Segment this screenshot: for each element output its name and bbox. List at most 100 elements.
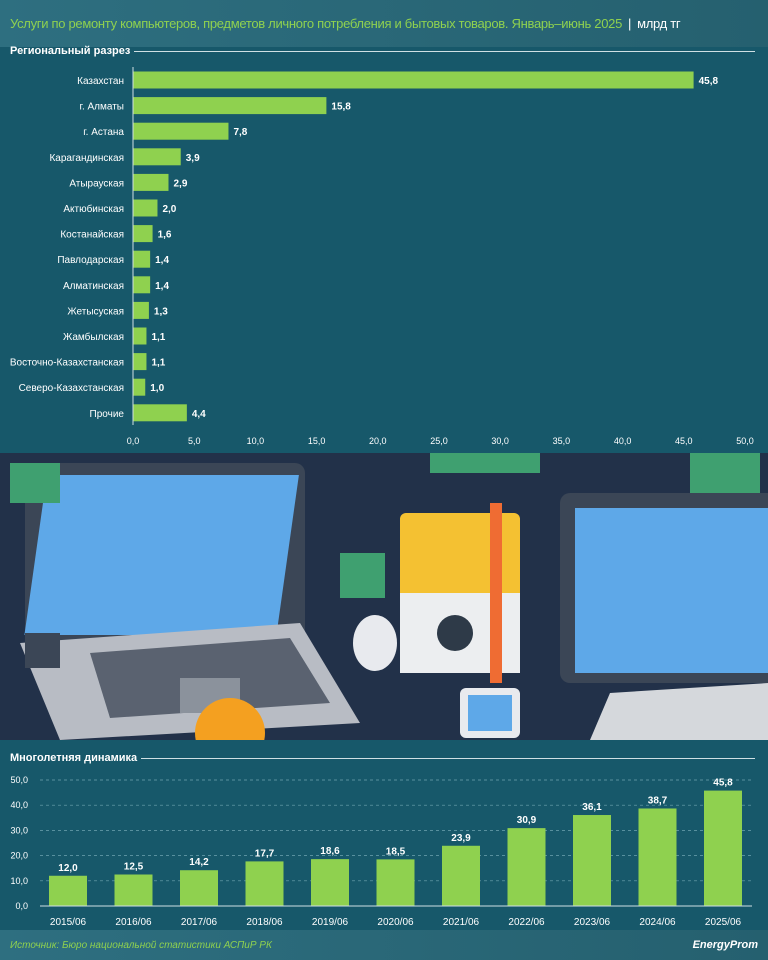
bar [133, 404, 187, 422]
bar [133, 353, 147, 371]
divider [141, 757, 755, 759]
bar [133, 173, 169, 191]
bar [245, 861, 284, 906]
section-title-dynamics: Многолетняя динамика [10, 752, 755, 764]
data-label: 1,1 [151, 358, 165, 369]
bar [573, 815, 611, 906]
separator: | [628, 16, 632, 31]
laptop-left [20, 463, 360, 740]
illustration [0, 453, 768, 768]
divider [134, 50, 755, 52]
x-tick-label: 2023/06 [574, 917, 611, 928]
data-label: 45,8 [713, 778, 733, 789]
category-label: Прочие [90, 409, 125, 420]
data-label: 18,6 [320, 846, 340, 857]
bar [133, 199, 158, 217]
bar [133, 301, 149, 319]
x-tick-label: 30,0 [491, 436, 509, 446]
data-label: 4,4 [192, 409, 206, 420]
dynamics-title: Многолетняя динамика [10, 752, 138, 764]
bar [49, 875, 87, 906]
bar [638, 808, 677, 906]
x-tick-label: 20,0 [369, 436, 387, 446]
data-label: 23,9 [451, 833, 471, 844]
data-label: 12,5 [124, 862, 144, 873]
data-label: 1,6 [158, 230, 172, 241]
bar [133, 122, 229, 140]
y-tick-label: 0,0 [15, 901, 28, 911]
data-label: 36,1 [582, 802, 602, 813]
data-label: 2,9 [173, 178, 187, 189]
data-label: 1,4 [155, 281, 169, 292]
monitor-right [560, 493, 768, 740]
category-label: Казахстан [77, 76, 124, 87]
x-tick-label: 15,0 [308, 436, 326, 446]
data-label: 38,7 [648, 795, 668, 806]
category-label: Северо-Казахстанская [19, 383, 124, 394]
x-tick-label: 50,0 [736, 436, 754, 446]
y-tick-label: 20,0 [10, 851, 28, 861]
category-label: Атырауская [69, 178, 124, 189]
bar [133, 225, 153, 243]
data-label: 1,3 [154, 306, 168, 317]
category-label: г. Алматы [80, 102, 124, 113]
y-tick-label: 50,0 [10, 775, 28, 785]
x-tick-label: 2016/06 [115, 917, 152, 928]
footer: Источник: Бюро национальной статистики А… [0, 930, 768, 960]
bar [133, 250, 151, 268]
bar [133, 276, 151, 294]
regional-chart: Казахстан 45,8 г. Алматы 15,8 г. Астана 7,8 Ка… [10, 67, 754, 446]
data-label: 1,4 [155, 255, 169, 266]
category-label: Актюбинская [63, 203, 124, 215]
data-label: 7,8 [233, 127, 247, 138]
data-label: 45,8 [699, 76, 719, 87]
computers-illustration [10, 453, 768, 768]
y-tick-label: 10,0 [10, 876, 28, 886]
bar [311, 859, 349, 906]
bar [507, 828, 546, 906]
x-tick-label: 2015/06 [50, 917, 87, 928]
x-tick-label: 40,0 [614, 436, 632, 446]
x-tick-label: 2021/06 [443, 917, 480, 928]
data-label: 18,5 [386, 846, 406, 857]
category-label: Карагандинская [49, 153, 124, 164]
header: Услуги по ремонту компьютеров, предметов… [0, 0, 768, 47]
category-label: Павлодарская [57, 255, 124, 266]
x-tick-label: 45,0 [675, 436, 693, 446]
source-note: Источник: Бюро национальной статистики А… [10, 939, 272, 951]
energyprom-logo: EnergyProm [692, 939, 758, 951]
bar [180, 870, 218, 906]
data-label: 30,9 [517, 815, 537, 826]
x-tick-label: 5,0 [188, 436, 201, 446]
x-tick-label: 0,0 [127, 436, 140, 446]
unit-label: млрд тг [637, 16, 681, 31]
data-label: 14,2 [189, 857, 209, 868]
x-tick-label: 2018/06 [246, 917, 283, 928]
bar [133, 327, 147, 345]
dynamics-chart: 0,0 10,0 20,0 30,0 40,0 50,0 12,0 2015/06 12,5 20… [10, 775, 752, 928]
x-tick-label: 2022/06 [508, 917, 545, 928]
x-tick-label: 25,0 [430, 436, 448, 446]
x-tick-label: 2025/06 [705, 917, 742, 928]
category-label: Жамбылская [63, 331, 124, 343]
data-label: 2,0 [162, 204, 176, 215]
x-tick-label: 2020/06 [377, 917, 414, 928]
bar [133, 71, 694, 89]
bar [442, 845, 480, 906]
category-label: Костанайская [60, 230, 124, 241]
data-label: 3,9 [186, 153, 200, 164]
regional-title: Региональный разрез [10, 45, 131, 57]
data-label: 1,0 [150, 383, 164, 394]
bar [133, 97, 327, 115]
section-title-regional: Региональный разрез [10, 45, 755, 57]
x-tick-label: 2024/06 [639, 917, 676, 928]
bar [114, 874, 153, 906]
data-label: 17,7 [255, 848, 275, 859]
y-tick-label: 30,0 [10, 825, 28, 835]
bar [133, 378, 146, 396]
x-tick-label: 2017/06 [181, 917, 218, 928]
chart-title: Услуги по ремонту компьютеров, предметов… [10, 16, 623, 31]
data-label: 15,8 [331, 102, 351, 113]
category-label: Восточно-Казахстанская [10, 358, 124, 369]
data-label: 12,0 [58, 863, 78, 874]
